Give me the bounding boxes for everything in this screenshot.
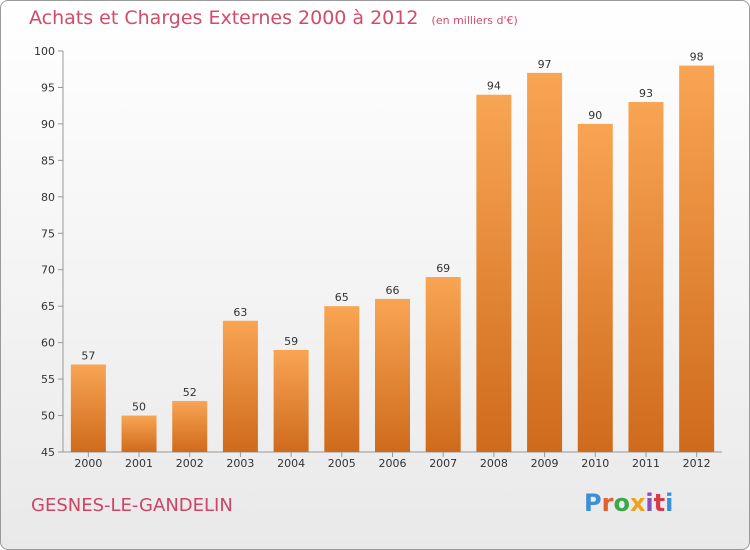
logo-letter: x [629, 489, 646, 517]
bar-value-label: 94 [487, 80, 501, 93]
bar-value-label: 57 [81, 350, 95, 363]
y-tick-label: 90 [41, 118, 55, 131]
y-tick-label: 60 [41, 337, 55, 350]
bar-value-label: 66 [386, 284, 400, 297]
y-tick-label: 65 [41, 300, 55, 313]
x-tick-label: 2002 [176, 457, 204, 470]
bar-value-label: 65 [335, 291, 349, 304]
x-tick-label: 2001 [125, 457, 153, 470]
x-tick-label: 2007 [429, 457, 457, 470]
logo-letter: P [584, 489, 602, 517]
bar-value-label: 93 [639, 87, 653, 100]
x-tick-label: 2012 [683, 457, 711, 470]
bar-value-label: 63 [233, 306, 247, 319]
y-tick-label: 95 [41, 81, 55, 94]
bar [577, 123, 613, 452]
bar [324, 306, 360, 452]
y-tick-label: 100 [34, 45, 55, 58]
chart-title-unit: (en milliers d'€) [431, 14, 518, 27]
logo-letter: i [645, 489, 654, 517]
proxiti-logo: Proxiti [584, 489, 673, 517]
bar [273, 349, 309, 452]
x-tick-label: 2010 [581, 457, 609, 470]
x-tick-label: 2000 [74, 457, 102, 470]
x-tick-label: 2011 [632, 457, 660, 470]
chart-title: Achats et Charges Externes 2000 à 2012 (… [29, 7, 518, 29]
bar [222, 320, 258, 452]
bar-value-label: 52 [183, 386, 197, 399]
bar [121, 415, 157, 452]
bar-value-label: 90 [588, 109, 602, 122]
location-label: GESNES-LE-GANDELIN [31, 495, 233, 516]
bar [425, 277, 461, 452]
bar-value-label: 59 [284, 335, 298, 348]
bar-value-label: 50 [132, 401, 146, 414]
chart-title-main: Achats et Charges Externes 2000 à 2012 [29, 7, 419, 29]
y-tick-label: 70 [41, 264, 55, 277]
bar-value-label: 97 [538, 58, 552, 71]
bar-value-label: 98 [690, 51, 704, 64]
x-tick-label: 2006 [379, 457, 407, 470]
x-tick-label: 2009 [531, 457, 559, 470]
logo-letter: o [613, 489, 630, 517]
logo-letter: t [653, 489, 666, 517]
y-tick-label: 85 [41, 154, 55, 167]
bar [375, 298, 410, 452]
y-tick-label: 45 [41, 446, 55, 459]
bar [679, 65, 715, 452]
bar [628, 102, 664, 452]
y-tick-label: 50 [41, 410, 55, 423]
x-tick-label: 2004 [277, 457, 305, 470]
x-tick-label: 2003 [226, 457, 254, 470]
y-tick-label: 55 [41, 373, 55, 386]
logo-letter: r [601, 489, 614, 517]
y-tick-label: 75 [41, 227, 55, 240]
bar-value-label: 69 [436, 262, 450, 275]
bar [70, 364, 106, 452]
x-tick-label: 2005 [328, 457, 356, 470]
logo-letter: i [665, 489, 674, 517]
x-tick-label: 2008 [480, 457, 508, 470]
y-tick-label: 80 [41, 191, 55, 204]
bar [527, 72, 563, 452]
bar [476, 94, 512, 452]
bar [172, 400, 208, 452]
